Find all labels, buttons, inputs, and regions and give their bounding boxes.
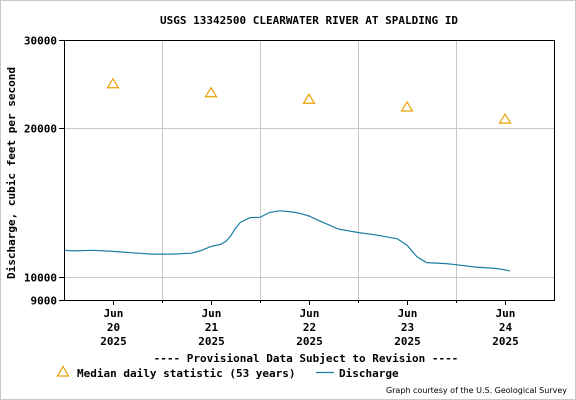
chart-title: USGS 13342500 CLEARWATER RIVER AT SPALDI…: [160, 14, 458, 27]
chart-credit: Graph courtesy of the U.S. Geological Su…: [386, 386, 567, 395]
legend: Median daily statistic (53 years) Discha…: [56, 365, 399, 380]
x-tick-label-month: Jun: [104, 307, 124, 320]
legend-median-label: Median daily statistic (53 years): [77, 367, 296, 380]
legend-median-marker-icon: [56, 365, 70, 377]
provisional-note: ---- Provisional Data Subject to Revisio…: [154, 352, 459, 365]
x-tick-label-year: 2025: [492, 335, 519, 348]
x-tick-label-month: Jun: [202, 307, 222, 320]
x-tick-label-day: 22: [303, 321, 316, 334]
grid-lines: [64, 40, 554, 300]
median-marker: [204, 86, 218, 98]
x-tick-label-year: 2025: [296, 335, 323, 348]
plot-frame: [64, 40, 555, 301]
y-axis-ticks: 30000 20000 10000 9000: [24, 35, 64, 308]
x-tick-label-day: 20: [107, 321, 120, 334]
x-tick-label-day: 21: [205, 321, 219, 334]
x-tick-label-month: Jun: [300, 307, 320, 320]
series-layer: [63, 77, 512, 272]
median-marker: [400, 100, 414, 112]
median-marker: [302, 93, 316, 104]
y-tick-label: 9000: [31, 295, 58, 308]
median-marker: [498, 112, 512, 124]
y-tick-label: 30000: [24, 35, 57, 48]
x-tick-label-year: 2025: [394, 335, 421, 348]
x-axis-ticks: Jun202025Jun212025Jun222025Jun232025Jun2…: [100, 300, 519, 348]
y-tick-label: 20000: [24, 123, 57, 136]
discharge-line: [63, 210, 511, 272]
x-tick-label-month: Jun: [398, 307, 418, 320]
median-marker: [106, 77, 120, 89]
x-tick-label-year: 2025: [100, 335, 127, 348]
legend-discharge-label: Discharge: [339, 367, 399, 380]
x-tick-label-year: 2025: [198, 335, 225, 348]
x-tick-label-month: Jun: [496, 307, 516, 320]
x-tick-label-day: 23: [401, 321, 414, 334]
y-tick-label: 10000: [24, 272, 57, 285]
x-tick-label-day: 24: [499, 321, 513, 334]
y-axis-label: Discharge, cubic feet per second: [5, 67, 18, 279]
